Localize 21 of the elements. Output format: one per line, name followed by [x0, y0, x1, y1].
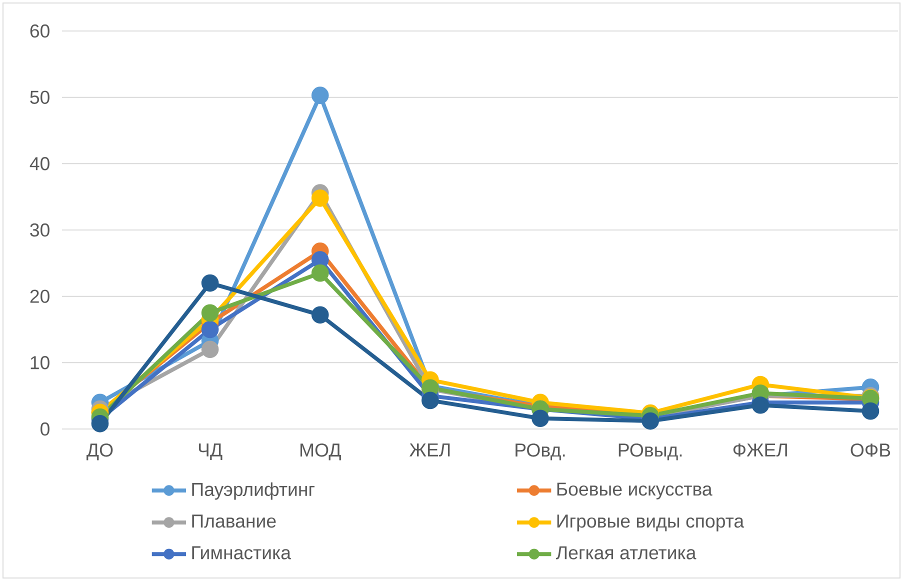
legend-label: Плавание [192, 514, 276, 528]
y-tick-label: 30 [30, 223, 50, 237]
legend-label: Боевые искусства [557, 482, 712, 500]
x-tick-label: РОвыд. [618, 443, 682, 460]
y-tick-label: 40 [30, 157, 50, 170]
y-tick-label: 60 [30, 24, 50, 38]
x-tick-label: ДО [86, 443, 113, 460]
y-tick-label: 20 [30, 290, 50, 303]
y-tick-label: 0 [40, 422, 50, 436]
legend-label: Легкая атлетика [556, 546, 696, 560]
legend-label: Гимнастика [192, 546, 291, 560]
legend-label: Пауэрлифтинг [192, 482, 315, 500]
legend-label: Игровые виды спорта [557, 514, 744, 532]
x-tick-label: МОД [300, 443, 341, 460]
x-tick-label: РОвд. [516, 443, 565, 460]
y-tick-label: 10 [30, 356, 50, 370]
x-tick-label: ОФВ [850, 443, 890, 457]
x-tick-label: ЧД [198, 443, 222, 460]
y-tick-label: 50 [30, 90, 50, 104]
x-tick-label: ЖЕЛ [409, 443, 450, 456]
x-tick-label: ФЖЕЛ [733, 443, 787, 457]
